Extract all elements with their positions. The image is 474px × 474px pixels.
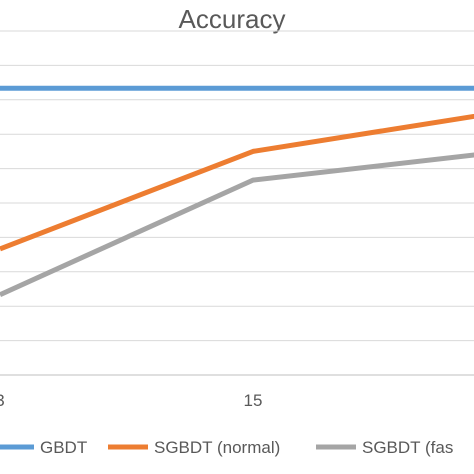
legend-label: SGBDT (fas bbox=[362, 438, 453, 457]
series-line-2 bbox=[0, 152, 474, 297]
x-tick-label: 3 bbox=[0, 391, 5, 410]
series-line-1 bbox=[0, 113, 474, 252]
legend-label: GBDT bbox=[40, 438, 87, 457]
legend: GBDT SGBDT (normal) SGBDT (fas bbox=[0, 438, 453, 457]
gridlines bbox=[0, 30, 474, 376]
x-tick-labels: 3 15 bbox=[0, 391, 262, 410]
chart-title: Accuracy bbox=[179, 4, 286, 34]
series-lines bbox=[0, 85, 474, 297]
legend-label: SGBDT (normal) bbox=[154, 438, 280, 457]
x-tick-label: 15 bbox=[244, 391, 263, 410]
